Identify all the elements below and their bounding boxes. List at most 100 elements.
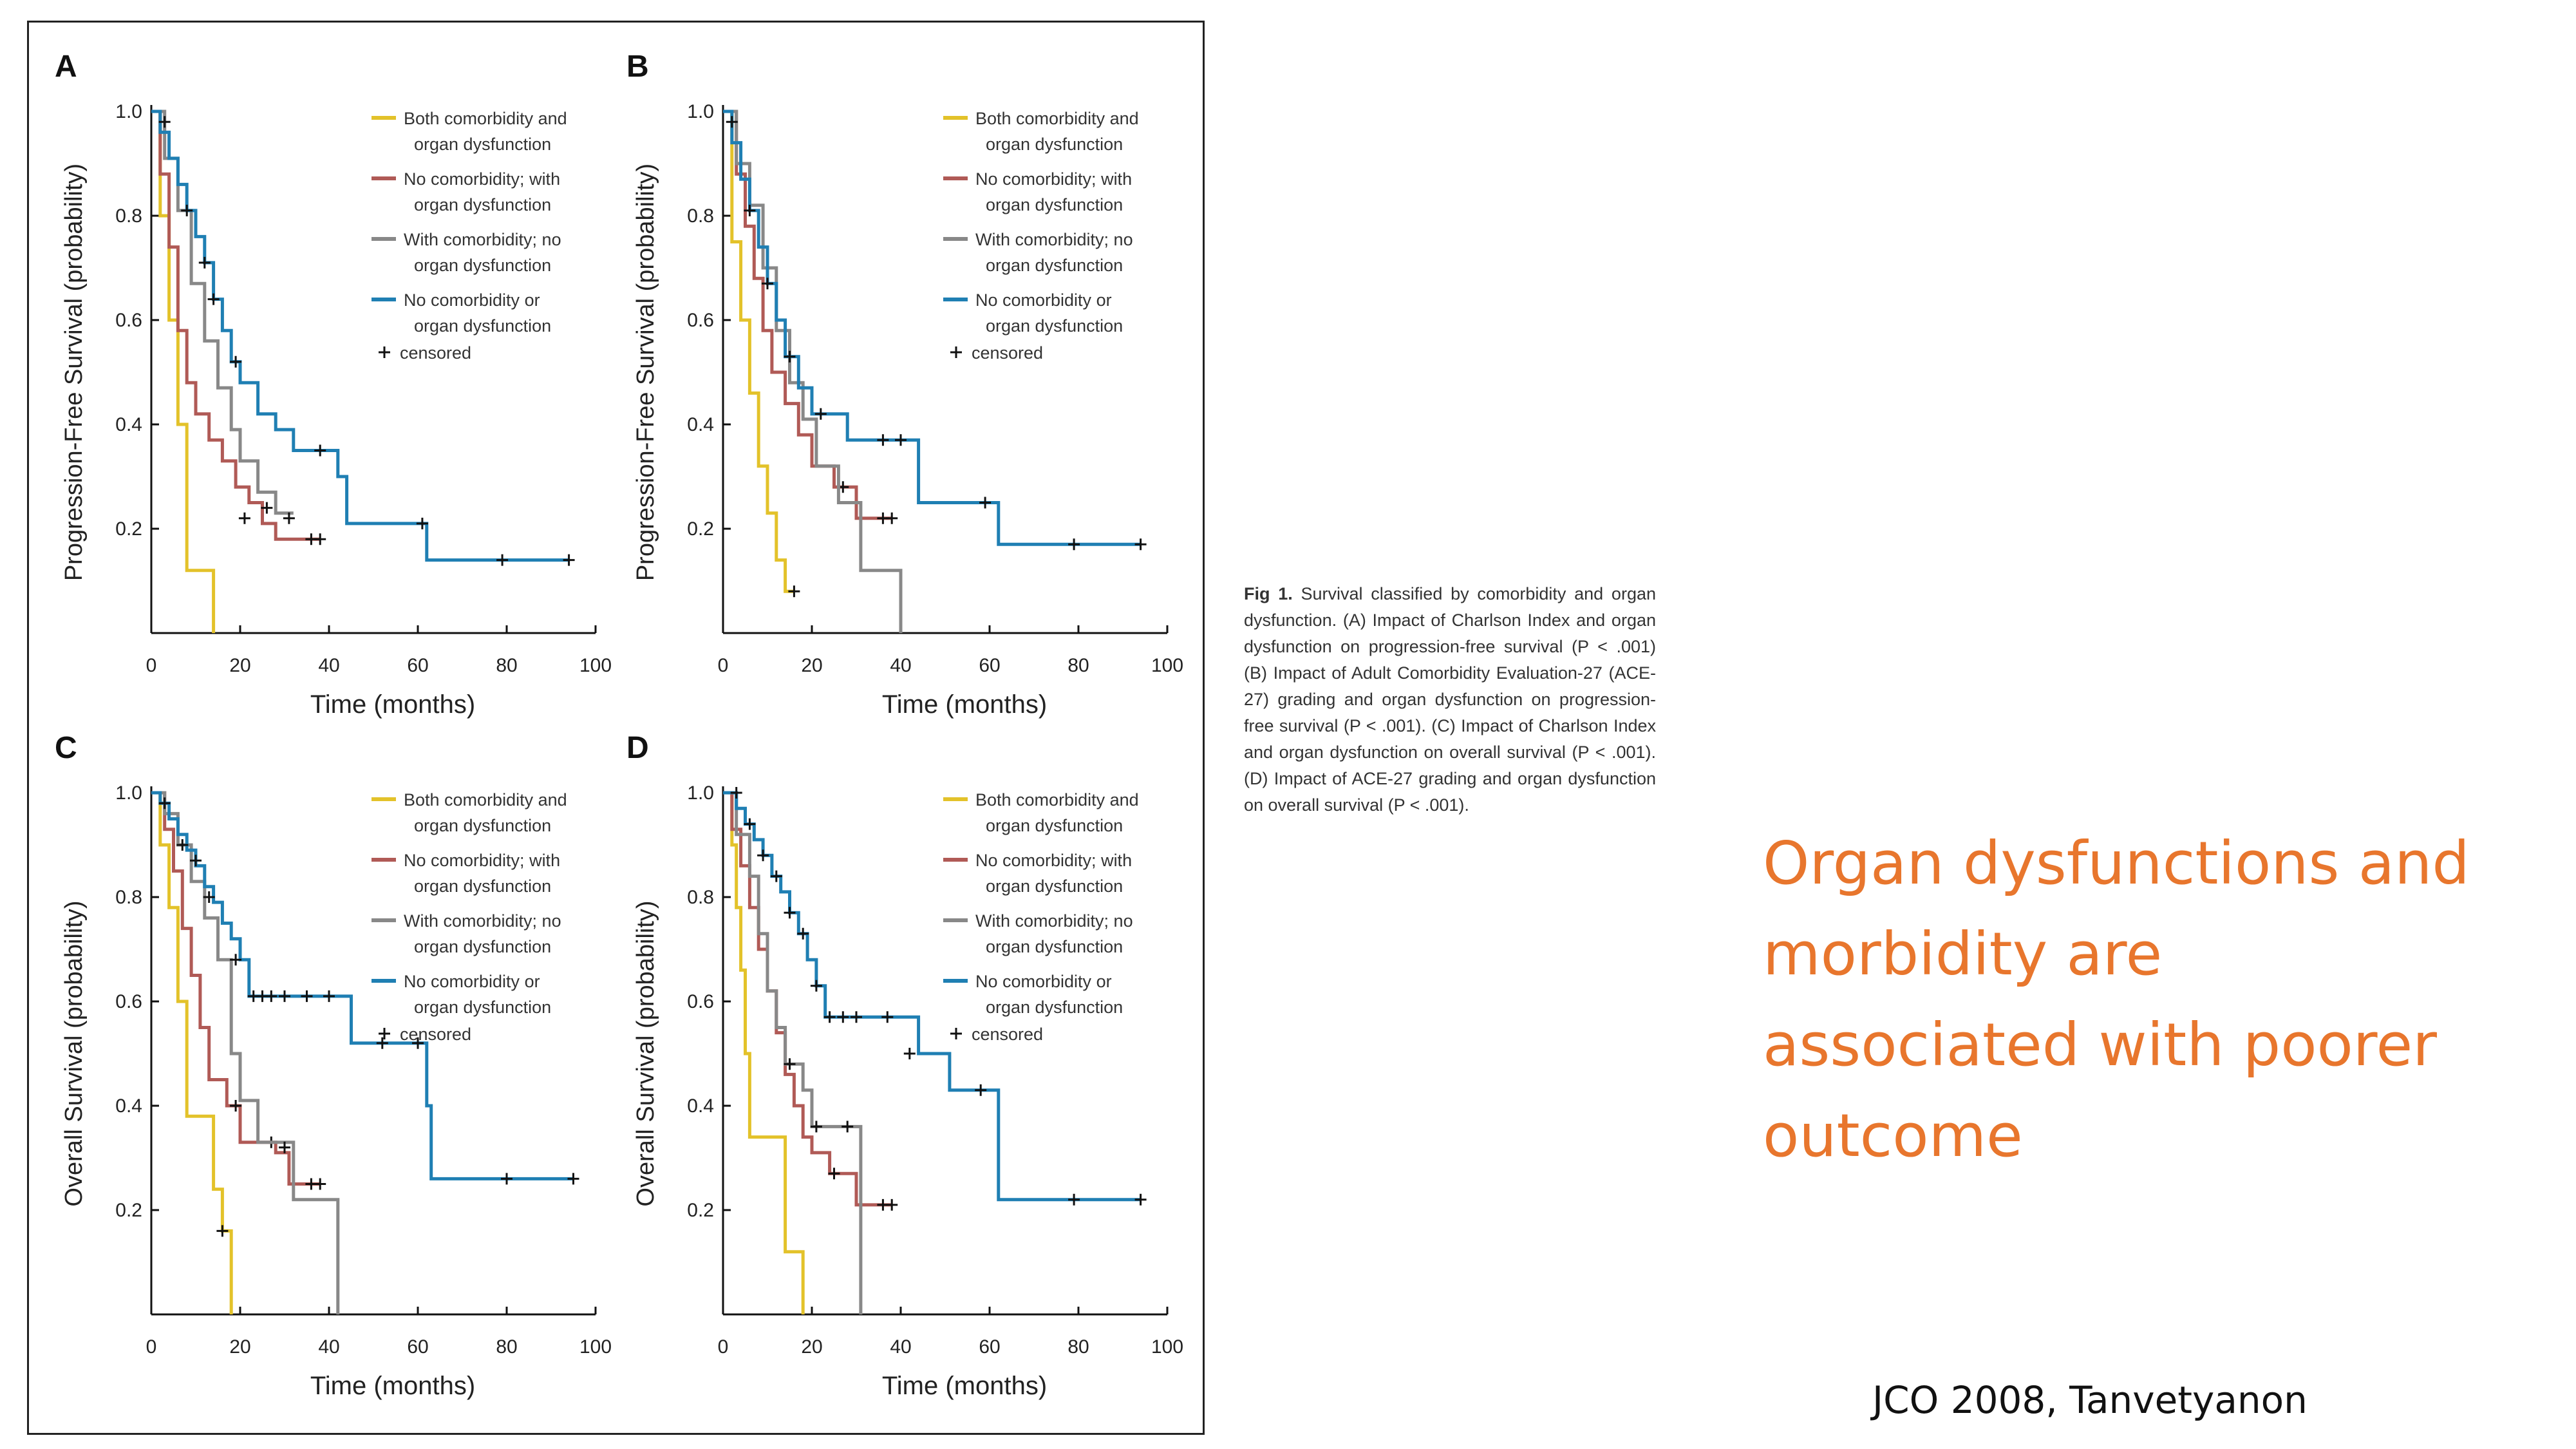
censor-mark [814, 408, 827, 420]
panel-letter: D [626, 731, 649, 765]
censor-mark [314, 1178, 326, 1190]
legend-label: No comorbidity; with [975, 169, 1132, 189]
x-tick-label: 20 [229, 655, 250, 676]
censor-mark [230, 954, 242, 966]
x-tick-label: 40 [890, 655, 911, 676]
legend-label: With comorbidity; no [404, 911, 561, 931]
legend-label: Both comorbidity and [404, 109, 567, 128]
legend-label: organ dysfunction [986, 195, 1123, 214]
censor-mark [828, 1168, 840, 1180]
legend-label: organ dysfunction [986, 135, 1123, 154]
censor-mark [238, 512, 250, 524]
legend-label: No comorbidity; with [975, 851, 1132, 870]
legend-label: organ dysfunction [986, 998, 1123, 1017]
x-tick-label: 60 [407, 1336, 428, 1358]
figure-frame: A 0 20 40 60 80 100 0.2 0.4 0.6 0.8 1.0 Time (months… [27, 21, 1205, 1435]
panel-letter: C [55, 731, 77, 765]
legend-censor-mark [379, 346, 390, 358]
legend-censored-label: censored [400, 1025, 471, 1044]
censor-mark [770, 870, 782, 882]
legend-label: No comorbidity or [975, 290, 1112, 310]
legend-label: No comorbidity or [975, 972, 1112, 991]
figure-caption: Fig 1. Survival classified by comorbidit… [1244, 581, 1656, 819]
censor-mark [726, 116, 738, 128]
y-tick-label: 0.8 [115, 205, 142, 227]
y-tick-label: 1.0 [687, 101, 714, 122]
legend-label: Both comorbidity and [404, 790, 567, 810]
legend-label: organ dysfunction [414, 876, 551, 896]
censor-mark [314, 533, 326, 545]
censor-mark [279, 990, 290, 1002]
caption-text: Survival classified by comorbidity and o… [1244, 584, 1656, 815]
censor-mark [176, 839, 189, 851]
censor-mark [895, 434, 907, 446]
legend-label: No comorbidity or [404, 972, 540, 991]
series-line-neither [151, 791, 574, 1180]
y-tick-label: 0.4 [687, 1095, 714, 1117]
legend-label: organ dysfunction [986, 316, 1123, 336]
panel-D: D 0 20 40 60 80 100 0.2 0.4 0.6 0.8 1.0 Time (months… [626, 731, 1183, 1400]
series-line-with_comorb_no_organ [723, 791, 863, 1314]
censor-mark [412, 1037, 424, 1049]
panel-letter: B [626, 50, 649, 84]
caption-label: Fig 1. [1244, 584, 1293, 603]
series-line-both [151, 791, 233, 1314]
legend-label: organ dysfunction [414, 998, 551, 1017]
x-tick-label: 0 [718, 655, 729, 676]
censor-mark [877, 434, 889, 446]
censor-mark [181, 204, 193, 216]
y-tick-label: 0.8 [687, 205, 714, 227]
x-axis-label: Time (months) [310, 1372, 475, 1400]
censor-mark [810, 980, 822, 992]
x-tick-label: 0 [146, 655, 157, 676]
legend-label: No comorbidity or [404, 290, 540, 310]
y-tick-label: 0.2 [687, 518, 714, 540]
y-axis-label: Overall Survival (probability) [61, 900, 88, 1206]
series-line-both [723, 791, 805, 1314]
y-axis-label: Progression-Free Survival (probability) [632, 164, 659, 581]
legend-label: organ dysfunction [414, 195, 551, 214]
censor-mark [1134, 538, 1147, 551]
censor-mark [979, 497, 992, 509]
y-tick-label: 1.0 [115, 101, 142, 122]
censor-mark [207, 293, 220, 305]
x-tick-label: 40 [890, 1336, 911, 1358]
censor-mark [886, 512, 898, 524]
censor-mark [762, 278, 773, 290]
censor-mark [837, 1011, 849, 1023]
x-tick-label: 20 [801, 655, 822, 676]
x-tick-label: 80 [1067, 655, 1089, 676]
legend-label: organ dysfunction [414, 135, 551, 154]
censor-mark [784, 350, 796, 363]
y-tick-label: 0.2 [687, 1200, 714, 1221]
censor-mark [886, 1198, 898, 1211]
y-tick-label: 0.4 [115, 1095, 142, 1117]
series-line-neither [151, 109, 569, 562]
censor-mark [190, 855, 202, 867]
legend-censored-label: censored [972, 343, 1043, 363]
censor-mark [841, 1121, 854, 1133]
x-tick-label: 60 [407, 655, 428, 676]
censor-mark [216, 1225, 229, 1237]
x-axis-label: Time (months) [882, 1372, 1047, 1400]
legend-censor-mark [950, 1028, 962, 1039]
censor-mark [261, 502, 273, 514]
x-tick-label: 80 [496, 1336, 517, 1358]
panel-letter: A [55, 50, 77, 84]
legend-label: With comorbidity; no [404, 230, 561, 249]
censor-mark [323, 990, 335, 1002]
censor-mark [501, 1173, 512, 1185]
x-tick-label: 100 [1151, 655, 1183, 676]
x-axis-label: Time (months) [310, 690, 475, 719]
censor-mark [496, 554, 509, 566]
legend-censored-label: censored [972, 1025, 1043, 1044]
y-tick-label: 0.6 [687, 991, 714, 1012]
x-tick-label: 60 [979, 655, 1000, 676]
y-tick-label: 0.2 [115, 518, 142, 540]
censor-mark [265, 990, 277, 1002]
y-tick-label: 0.4 [115, 414, 142, 435]
legend-label: organ dysfunction [414, 937, 551, 956]
x-tick-label: 80 [496, 655, 517, 676]
y-tick-label: 0.6 [115, 991, 142, 1012]
legend-censor-mark [950, 346, 962, 358]
